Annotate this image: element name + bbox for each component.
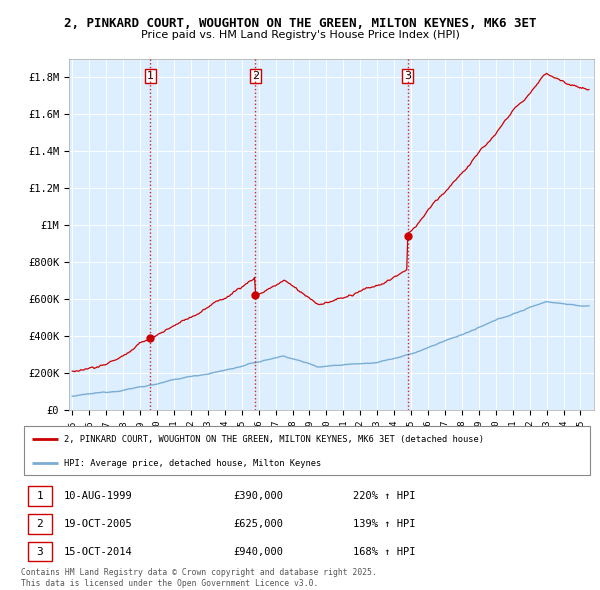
Text: 2, PINKARD COURT, WOUGHTON ON THE GREEN, MILTON KEYNES, MK6 3ET: 2, PINKARD COURT, WOUGHTON ON THE GREEN,… — [64, 17, 536, 30]
Text: Contains HM Land Registry data © Crown copyright and database right 2025.
This d: Contains HM Land Registry data © Crown c… — [21, 568, 377, 588]
FancyBboxPatch shape — [28, 514, 52, 533]
Text: 2: 2 — [37, 519, 43, 529]
Text: 10-AUG-1999: 10-AUG-1999 — [64, 491, 133, 501]
Text: £940,000: £940,000 — [233, 547, 283, 557]
Text: 220% ↑ HPI: 220% ↑ HPI — [353, 491, 416, 501]
Text: 3: 3 — [404, 71, 411, 81]
Text: 3: 3 — [37, 547, 43, 557]
Text: Price paid vs. HM Land Registry's House Price Index (HPI): Price paid vs. HM Land Registry's House … — [140, 30, 460, 40]
FancyBboxPatch shape — [28, 542, 52, 562]
Text: 139% ↑ HPI: 139% ↑ HPI — [353, 519, 416, 529]
Text: 2, PINKARD COURT, WOUGHTON ON THE GREEN, MILTON KEYNES, MK6 3ET (detached house): 2, PINKARD COURT, WOUGHTON ON THE GREEN,… — [64, 435, 484, 444]
Text: 1: 1 — [147, 71, 154, 81]
Text: 19-OCT-2005: 19-OCT-2005 — [64, 519, 133, 529]
Text: HPI: Average price, detached house, Milton Keynes: HPI: Average price, detached house, Milt… — [64, 458, 321, 468]
FancyBboxPatch shape — [24, 427, 590, 475]
FancyBboxPatch shape — [28, 486, 52, 506]
Text: £625,000: £625,000 — [233, 519, 283, 529]
Text: 1: 1 — [37, 491, 43, 501]
Text: 2: 2 — [252, 71, 259, 81]
Text: 15-OCT-2014: 15-OCT-2014 — [64, 547, 133, 557]
Text: 168% ↑ HPI: 168% ↑ HPI — [353, 547, 416, 557]
Text: £390,000: £390,000 — [233, 491, 283, 501]
